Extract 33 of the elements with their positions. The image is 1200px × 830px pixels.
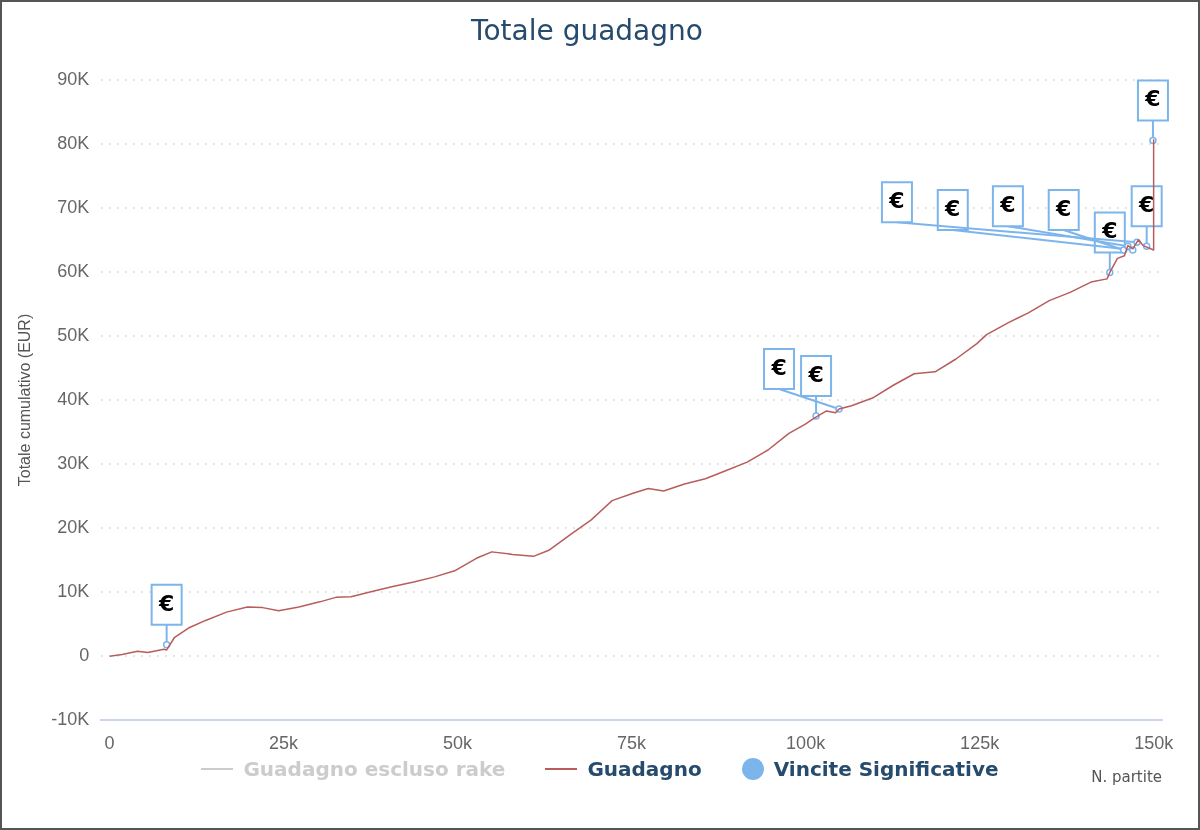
- x-tick-label: 25k: [269, 733, 300, 754]
- y-tick-label: -10K: [51, 709, 90, 730]
- annotation: €: [888, 188, 905, 214]
- annotation: €: [1138, 191, 1155, 217]
- y-tick-label: 40K: [57, 388, 90, 409]
- x-tick-label: 150k: [1134, 733, 1175, 754]
- y-tick-label: 70K: [57, 196, 90, 217]
- y-tick-label: 30K: [57, 453, 90, 474]
- x-axis-title: N. partite: [1091, 768, 1162, 786]
- y-tick-label: 90K: [57, 68, 90, 89]
- annotation: €: [157, 590, 175, 616]
- y-tick-label: 10K: [57, 581, 90, 602]
- y-tick-label: 50K: [57, 324, 90, 345]
- annotation: €: [807, 361, 824, 387]
- x-tick-label: 100k: [786, 733, 827, 754]
- y-axis-title: Totale cumulativo (EUR): [16, 313, 34, 487]
- y-tick-label: 60K: [57, 260, 90, 281]
- x-tick-label: 0: [104, 733, 115, 754]
- annotation: €: [1055, 195, 1072, 221]
- x-tick-label: 125k: [960, 733, 1001, 754]
- chart-title: Totale guadagno: [470, 14, 703, 48]
- y-tick-label: 20K: [57, 517, 90, 538]
- y-tick-label: 80K: [57, 132, 90, 153]
- annotation: €: [1144, 86, 1161, 112]
- annotation: €: [944, 195, 961, 221]
- legend-label: Vincite Significative: [773, 757, 999, 781]
- x-tick-label: 75k: [617, 733, 648, 754]
- annotation: €: [999, 191, 1016, 217]
- y-tick-label: 0: [79, 645, 90, 666]
- legend-label: Guadagno: [587, 757, 702, 781]
- annotation: €: [1101, 218, 1118, 244]
- annotation: €: [770, 354, 787, 380]
- x-tick-label: 50k: [443, 733, 474, 754]
